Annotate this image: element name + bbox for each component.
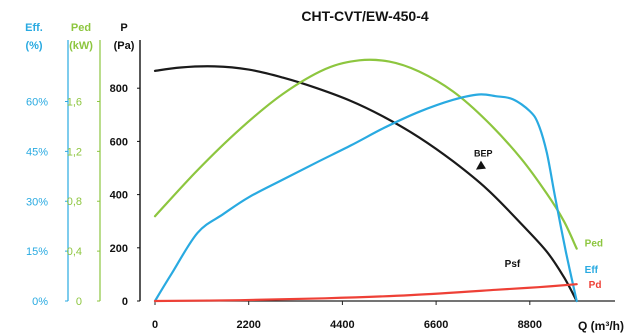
x-axis-title: Q (m³/h) (578, 319, 624, 333)
p-tick-label: 600 (110, 136, 128, 148)
curves-layer (153, 58, 578, 303)
eff-tick-label: 15% (26, 246, 48, 258)
series-label-psf: Psf (505, 259, 521, 270)
chart-title: CHT-CVT/EW-450-4 (301, 8, 429, 24)
eff-tick-label: 60% (26, 97, 48, 109)
eff-axis-unit: (%) (25, 40, 42, 52)
p-tick-label: 400 (110, 190, 128, 202)
ped-tick-label: 0,4 (67, 246, 82, 258)
x-tick-label: 2200 (236, 319, 260, 331)
ped-axis-unit: (kW) (69, 40, 93, 52)
eff-tick-label: 0% (32, 296, 48, 308)
p-tick-label: 0 (122, 296, 128, 308)
x-tick-label: 8800 (518, 319, 542, 331)
eff-axis-label: Eff. (25, 22, 43, 34)
x-tick-label: 0 (152, 319, 158, 331)
x-tick-label: 4400 (330, 319, 354, 331)
curve-eff (153, 93, 578, 303)
ped-tick-label: 0 (76, 296, 82, 308)
curve-ped (153, 58, 578, 250)
labels-layer: Psf Ped Eff Pd BEP (474, 149, 603, 292)
series-label-ped: Ped (585, 239, 603, 250)
x-tick-label: 6600 (424, 319, 448, 331)
ped-tick-label: 1,6 (67, 96, 82, 108)
eff-tick-label: 30% (26, 196, 48, 208)
p-tick-label: 800 (110, 83, 128, 95)
p-axis-label: P (120, 22, 127, 34)
series-label-pd: Pd (589, 280, 602, 291)
bep-arrow (475, 160, 486, 170)
p-axis-unit: (Pa) (114, 40, 135, 52)
curve-psf (153, 65, 578, 303)
ped-tick-label: 0,8 (67, 196, 82, 208)
eff-tick-label: 45% (26, 146, 48, 158)
ped-axis-label: Ped (71, 22, 91, 34)
ped-tick-label: 1,2 (67, 146, 82, 158)
p-tick-label: 200 (110, 243, 128, 255)
series-label-eff: Eff (585, 265, 599, 276)
curve-pd (153, 283, 578, 303)
axes-layer: Eff. (%) 0% 15% 30% 45% 60% Ped (kW) 0 0,4 0,8 1,2 1,… (25, 22, 615, 331)
bep-label: BEP (474, 149, 493, 159)
